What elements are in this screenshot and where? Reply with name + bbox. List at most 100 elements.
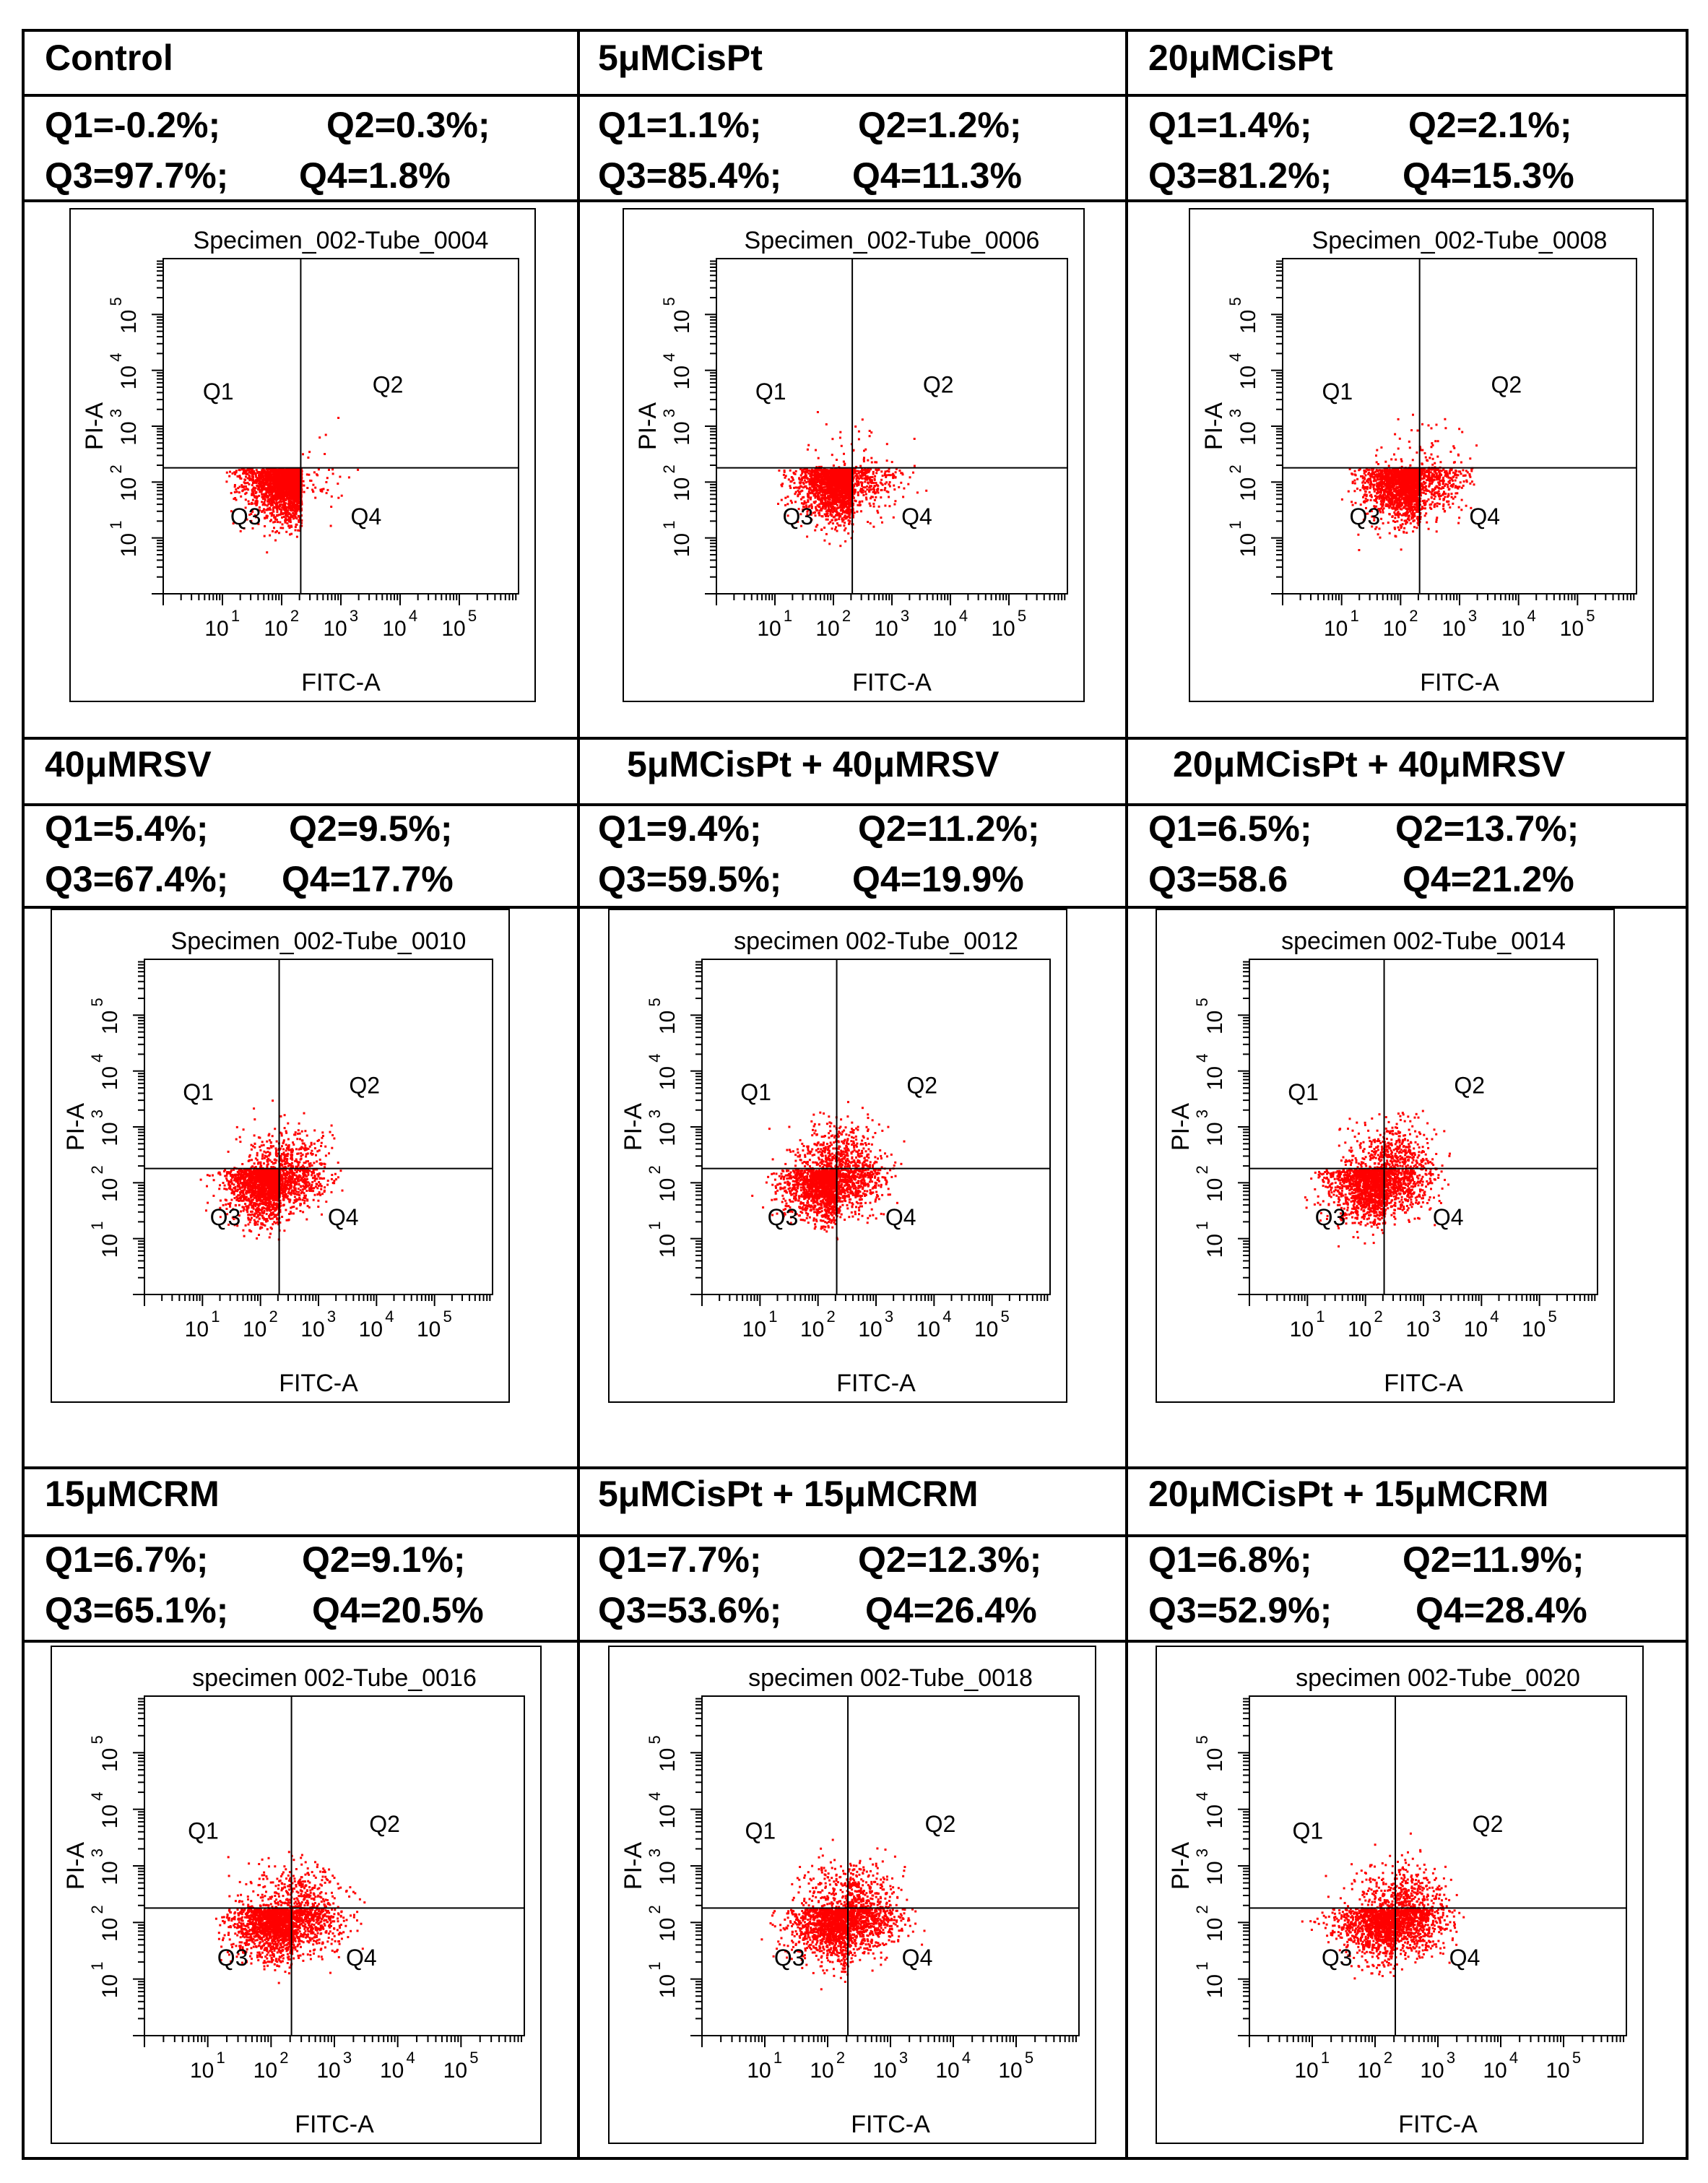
x-tick-exponent: 4 (959, 607, 968, 625)
data-point (255, 482, 258, 484)
data-point (831, 469, 833, 472)
data-point (819, 490, 822, 493)
data-point (272, 514, 275, 516)
data-point (909, 476, 911, 479)
data-point (831, 485, 833, 488)
data-point (272, 521, 275, 524)
data-point (861, 477, 864, 480)
data-point (840, 494, 842, 496)
data-point (862, 494, 865, 496)
data-point (274, 482, 277, 484)
data-point (841, 510, 844, 513)
data-point (808, 486, 811, 489)
data-point (325, 492, 328, 495)
data-point (833, 507, 836, 510)
q4-value: Q4=15.3% (1403, 150, 1574, 201)
data-point (832, 508, 835, 511)
data-point (831, 505, 834, 508)
data-point (837, 485, 840, 488)
y-tick-exponent: 5 (107, 297, 125, 306)
data-point (810, 505, 813, 508)
data-point (274, 488, 277, 490)
data-point (272, 483, 274, 485)
data-point (876, 509, 879, 512)
data-point (287, 509, 290, 512)
data-point (225, 471, 228, 474)
data-point (279, 486, 282, 489)
data-point (811, 474, 814, 477)
q3-value: Q3=58.6 (1148, 854, 1288, 904)
data-point (296, 509, 299, 512)
data-point (279, 469, 282, 472)
data-point (288, 489, 291, 492)
q2-value: Q2=9.5%; (289, 803, 453, 854)
data-point (300, 522, 303, 524)
data-point (844, 478, 846, 481)
data-point (844, 481, 847, 484)
q1-value: Q1=1.4%; (1148, 100, 1312, 150)
data-point (267, 503, 270, 506)
data-point (813, 484, 816, 486)
data-point (285, 519, 288, 522)
data-point (839, 524, 842, 527)
data-point (272, 481, 274, 484)
data-point (815, 509, 818, 511)
data-point (282, 499, 285, 501)
data-point (309, 479, 312, 482)
data-point (298, 468, 300, 471)
x-tick-label: 10 (323, 617, 347, 641)
data-point (308, 473, 311, 476)
data-point (861, 472, 864, 475)
data-point (337, 496, 340, 499)
data-point (835, 472, 838, 475)
data-point (835, 509, 838, 511)
data-point (801, 472, 804, 475)
data-point (813, 472, 816, 474)
data-point (832, 494, 834, 497)
data-point (347, 476, 350, 479)
data-point (248, 471, 251, 474)
data-point (867, 468, 870, 471)
data-point (265, 472, 268, 475)
data-point (815, 488, 818, 491)
data-point (1372, 485, 1375, 488)
data-point (250, 478, 253, 480)
data-point (286, 506, 288, 509)
data-point (844, 468, 847, 471)
data-point (818, 491, 820, 494)
data-point (832, 464, 835, 467)
data-point (843, 506, 846, 509)
data-point (290, 483, 292, 486)
data-point (888, 481, 891, 484)
data-point (827, 515, 830, 518)
data-point (810, 506, 813, 509)
data-point (269, 468, 272, 470)
quadrant-label: Q4 (351, 503, 382, 529)
data-point (297, 472, 300, 475)
data-point (833, 472, 836, 475)
data-point (298, 496, 300, 498)
data-point (293, 498, 296, 501)
data-point (838, 497, 841, 500)
data-point (305, 473, 308, 476)
data-point (829, 512, 832, 515)
data-point (832, 488, 835, 490)
data-point (849, 469, 851, 472)
x-tick-label: 10 (264, 617, 287, 641)
data-point (278, 470, 281, 472)
data-point (898, 470, 901, 472)
data-point (850, 473, 853, 476)
data-point (287, 482, 290, 485)
data-point (275, 499, 278, 502)
flow-plot-20um-cispt: Specimen_002-Tube_0008101102103104105101… (1189, 208, 1654, 702)
data-point (288, 492, 291, 495)
data-point (279, 501, 282, 503)
data-point (829, 482, 832, 485)
data-point (872, 488, 875, 490)
data-point (312, 483, 315, 486)
data-point (870, 488, 872, 491)
data-point (266, 471, 269, 474)
data-point (852, 496, 855, 499)
data-point (256, 500, 259, 503)
data-point (340, 494, 343, 497)
